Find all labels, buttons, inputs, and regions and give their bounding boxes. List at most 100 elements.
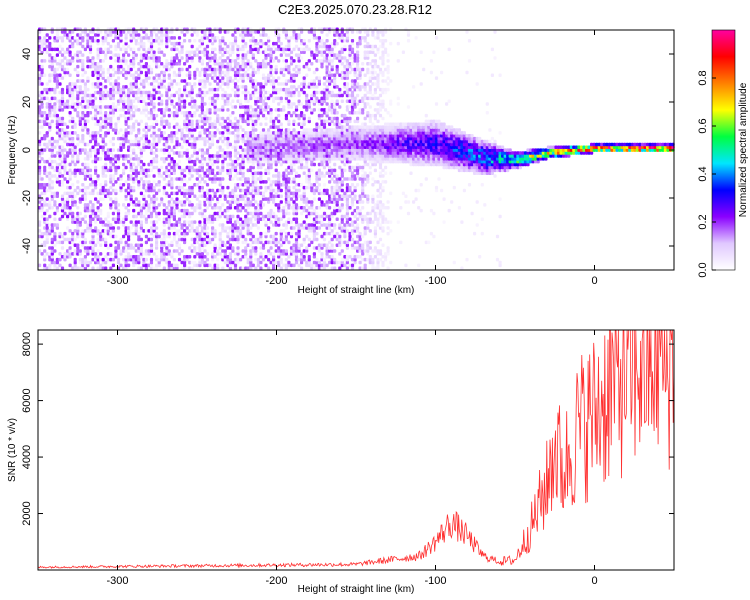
spectrogram-cell — [320, 200, 324, 204]
spectrogram-cell — [165, 139, 169, 144]
spectrogram-cell — [63, 203, 67, 207]
spectrogram-cell — [152, 30, 156, 34]
spectrogram-cell — [66, 99, 70, 103]
spectrogram-cell — [221, 131, 225, 135]
spectrogram-cell — [292, 119, 296, 124]
spectrogram-cell — [134, 53, 138, 57]
spectrogram-cell — [88, 217, 93, 221]
spectrogram-cell — [251, 36, 255, 40]
spectrogram-cell — [88, 151, 93, 155]
spectrogram-cell — [127, 185, 131, 190]
spectrogram-cell — [81, 229, 85, 233]
spectrogram-cell — [76, 90, 80, 95]
spectrogram-cell — [317, 183, 321, 187]
spectrogram-cell — [53, 249, 57, 253]
spectrogram-cell — [149, 183, 154, 187]
spectrogram-cell — [142, 206, 146, 210]
spectrogram-cell — [94, 39, 98, 43]
spectrogram-cell — [109, 252, 113, 256]
spectrogram-cell — [149, 246, 154, 250]
spectrogram-cell — [124, 157, 128, 161]
spectrogram-cell — [165, 183, 169, 187]
spectrogram-cell — [127, 96, 131, 101]
spectrogram-cell — [91, 148, 95, 152]
spectrogram-cell — [101, 168, 105, 173]
spectrogram-cell — [287, 240, 291, 245]
spectrogram-cell — [114, 30, 118, 34]
spectrogram-cell — [101, 134, 105, 138]
spectrogram-cell — [147, 203, 151, 207]
spectrogram-cell — [185, 197, 189, 201]
spectrogram-cell — [66, 200, 70, 204]
spectrogram-cell — [205, 257, 210, 262]
spectrogram-cell — [114, 197, 118, 201]
spectrogram-cell — [104, 240, 108, 245]
spectrogram-cell — [155, 206, 159, 210]
spectrogram-cell — [302, 220, 306, 224]
spectrogram-cell — [172, 36, 176, 40]
spectrogram-cell — [63, 191, 67, 196]
spectrogram-cell — [53, 174, 57, 178]
spectrogram-cell — [83, 194, 87, 198]
spectrogram-cell — [302, 76, 306, 80]
spectrogram-cell — [307, 237, 311, 242]
spectrogram-cell — [177, 229, 182, 233]
spectrogram-cell — [274, 237, 278, 242]
spectrogram-cell — [99, 183, 103, 187]
spectrogram-cell — [106, 257, 110, 262]
spectrogram-cell — [127, 44, 131, 49]
spectrogram-cell — [76, 33, 80, 37]
spectrogram-cell — [127, 226, 131, 230]
spectrogram-cell — [139, 53, 143, 57]
spectrogram-cell — [167, 157, 171, 161]
spectrogram-cell — [144, 136, 148, 141]
spectrogram-cell — [272, 234, 276, 239]
spectrogram-cell — [279, 200, 283, 204]
spectrogram-cell — [114, 255, 118, 259]
spectrogram-cell — [122, 217, 126, 221]
spectrogram-cell — [162, 119, 166, 124]
spectrogram-cell — [279, 122, 283, 126]
spectrogram-cell — [50, 142, 54, 147]
spectrogram-cell — [134, 90, 138, 95]
spectrogram-cell — [162, 229, 166, 233]
spectrogram-cell — [122, 162, 126, 167]
spectrogram-cell — [165, 122, 169, 126]
spectrogram-cell — [307, 67, 311, 72]
spectrogram-cell — [300, 243, 304, 247]
spectrogram-cell — [63, 139, 67, 144]
spectrogram-cell — [55, 116, 59, 121]
spectrogram-cell — [94, 113, 98, 118]
spectrogram-cell — [162, 159, 166, 164]
spectrogram-cell — [60, 206, 65, 210]
spectrogram-cell — [76, 113, 80, 118]
spectrogram-cell — [152, 252, 156, 256]
spectrogram-cell — [60, 76, 65, 80]
spectrogram-cell — [183, 39, 187, 43]
spectrogram-cell — [101, 145, 105, 149]
spectrogram-cell — [106, 191, 110, 196]
spectrogram-cell — [134, 171, 138, 175]
spectrogram-cell — [83, 237, 87, 242]
spectrogram-cell — [137, 211, 141, 216]
spectrogram-cell — [96, 53, 100, 57]
spectrogram-cell — [83, 113, 87, 118]
spectrogram-cell — [104, 223, 108, 227]
spectrogram-cell — [88, 177, 93, 181]
spectrogram-cell — [228, 76, 232, 80]
spectrogram-cell — [160, 79, 164, 83]
spectrogram-cell — [231, 260, 235, 265]
spectrogram-cell — [127, 246, 131, 250]
spectrogram-cell — [149, 237, 154, 242]
spectrogram-cell — [317, 168, 321, 173]
spectrogram-cell — [137, 142, 141, 147]
spectrogram-cell — [53, 168, 57, 173]
spectrogram-cell — [78, 234, 82, 239]
spectrogram-cell — [68, 194, 72, 198]
spectrogram-cell — [94, 64, 98, 69]
spectrogram-cell — [183, 33, 187, 37]
spectrogram-cell — [162, 208, 166, 213]
spectrogram-cell — [203, 30, 207, 34]
spectrogram-cell — [63, 134, 67, 138]
spectrogram-cell — [274, 41, 278, 46]
